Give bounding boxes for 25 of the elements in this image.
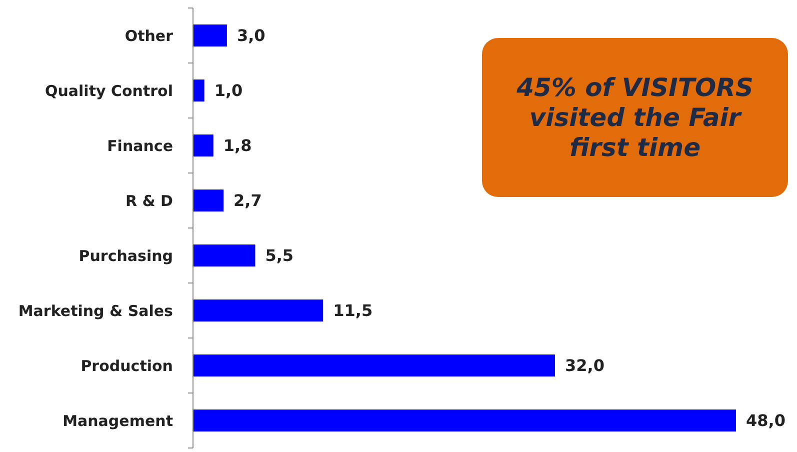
bar xyxy=(193,134,214,156)
data-label: 48,0 xyxy=(746,411,786,430)
data-label: 3,0 xyxy=(236,26,266,46)
annotation: 45% of VISITORS visited the Fair first time xyxy=(516,72,754,162)
bar xyxy=(193,300,324,322)
data-label: 5,5 xyxy=(265,246,294,266)
bar xyxy=(193,244,256,266)
data-label: 2,7 xyxy=(234,191,262,210)
bar xyxy=(193,190,224,212)
bar xyxy=(193,354,555,376)
y-tick-label: Production xyxy=(80,356,173,375)
y-tick-label: Other xyxy=(124,26,174,45)
y-tick-label: R & D xyxy=(125,192,173,210)
y-tick-label: Finance xyxy=(107,136,173,155)
data-label: 1,0 xyxy=(214,81,243,100)
y-tick-label: Quality Control xyxy=(44,82,173,100)
data-label: 32,0 xyxy=(565,356,604,376)
y-tick-label: Purchasing xyxy=(78,246,173,265)
bar xyxy=(193,80,204,102)
y-tick-label: Management xyxy=(62,412,173,430)
y-tick-label: Marketing & Sales xyxy=(18,302,174,320)
data-label: 11,5 xyxy=(333,301,373,320)
bar xyxy=(193,410,736,432)
bar xyxy=(193,24,227,46)
data-label: 1,8 xyxy=(223,136,252,156)
